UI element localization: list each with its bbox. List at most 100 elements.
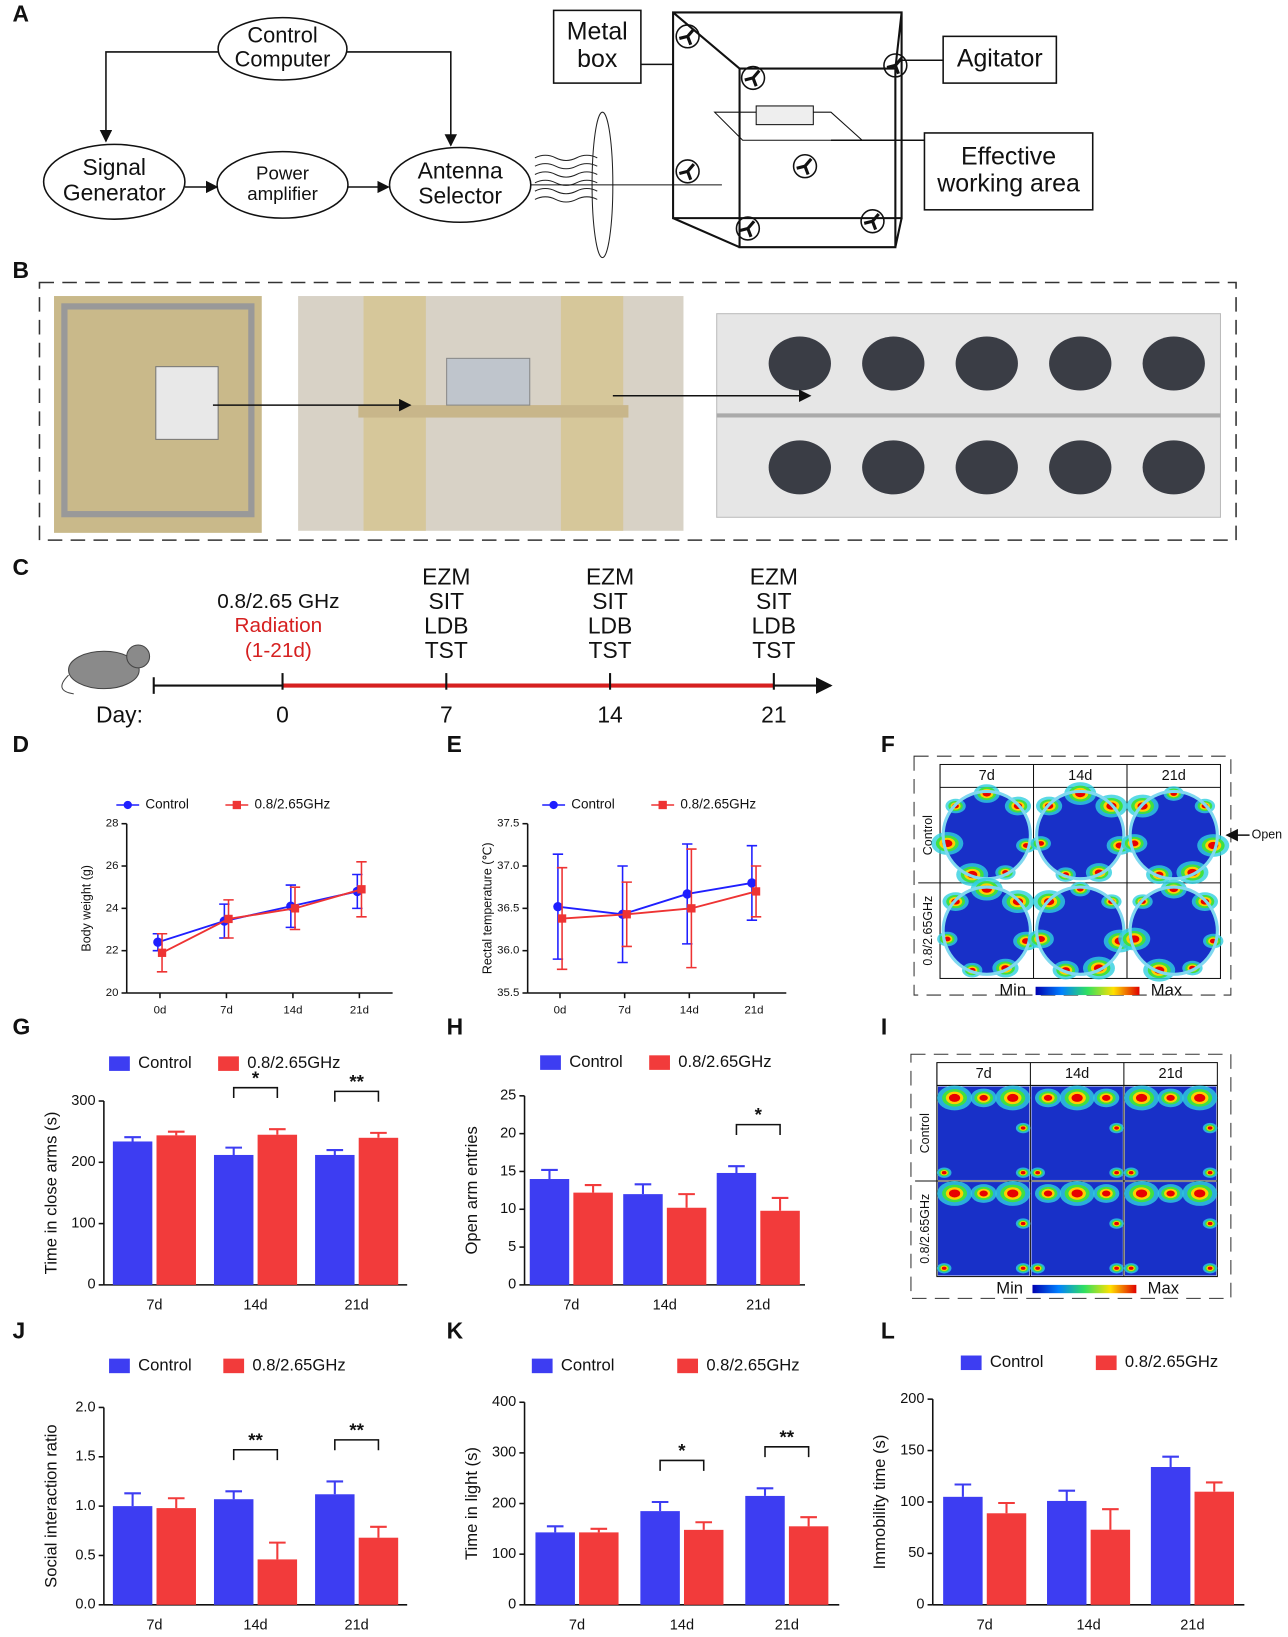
heat-blob <box>1207 1126 1213 1130</box>
heat-blob <box>1207 1221 1213 1226</box>
track-map <box>937 877 1040 978</box>
legend-label: 0.8/2.65GHz <box>252 1355 345 1374</box>
photo-mouse <box>768 336 831 391</box>
y-tick-label: 1.5 <box>75 1449 95 1465</box>
x-tick-label: 21d <box>744 1005 763 1017</box>
node-label: Antenna <box>418 157 503 183</box>
legend-marker <box>232 800 241 810</box>
scale-max: Max <box>1151 980 1183 999</box>
panel-label: J <box>12 1318 25 1344</box>
node-label: Effective <box>961 142 1056 170</box>
bar <box>529 1179 570 1285</box>
heat-blob <box>1114 1221 1119 1226</box>
bar <box>257 1134 298 1285</box>
row-label: Control <box>918 1113 932 1153</box>
bar <box>579 1532 619 1605</box>
heat-blob <box>948 1189 961 1198</box>
legend-swatch <box>223 1358 245 1374</box>
fan-blades <box>739 220 756 238</box>
bar <box>666 1207 707 1285</box>
node-label: Agitator <box>957 44 1043 72</box>
node-label: Selector <box>418 182 502 208</box>
test-label: TST <box>425 637 468 663</box>
error-bar <box>326 1480 344 1495</box>
node-label: box <box>577 45 618 73</box>
photo-frame <box>38 281 1237 541</box>
data-point <box>687 904 696 913</box>
significance-bracket <box>764 1446 810 1458</box>
fan-blades <box>678 28 696 46</box>
bar <box>358 1537 399 1605</box>
legend-label: Control <box>138 1053 192 1072</box>
arena-edge <box>1128 885 1219 976</box>
legend-swatch <box>540 1055 561 1070</box>
y-tick-label: 200 <box>71 1154 95 1170</box>
x-tick-label: 21d <box>344 1617 368 1633</box>
bar <box>683 1529 724 1605</box>
error-bar <box>124 1492 141 1507</box>
wave <box>534 154 598 161</box>
error-bar <box>634 1183 652 1195</box>
panel-label: I <box>881 1013 887 1039</box>
heat-blob <box>1020 1126 1026 1130</box>
panel-label: L <box>881 1318 895 1344</box>
row-label: 0.8/2.65GHz <box>918 1194 932 1264</box>
test-label: TST <box>588 637 631 663</box>
wave <box>534 163 598 170</box>
bar <box>716 1172 757 1285</box>
significance-label: * <box>755 1104 763 1125</box>
period-label: (1-21d) <box>245 639 312 662</box>
y-tick-label: 15 <box>500 1163 516 1179</box>
y-tick-label: 20 <box>500 1125 516 1141</box>
legend-label: Control <box>571 797 615 812</box>
significance-label: * <box>252 1067 260 1088</box>
error-bar <box>546 1525 564 1533</box>
agitator-fan <box>675 159 700 184</box>
row-label: 0.8/2.65GHz <box>921 896 935 966</box>
legend-label: Control <box>569 1052 623 1071</box>
heat-blob <box>941 1266 947 1270</box>
track-map <box>1121 786 1230 884</box>
heat-blob <box>1194 1093 1206 1102</box>
y-tick-label: 1.0 <box>75 1498 95 1514</box>
heat-blob <box>1207 1171 1213 1175</box>
legend-marker <box>123 800 132 810</box>
mouse-tail <box>61 674 74 695</box>
test-label: EZM <box>586 564 634 590</box>
x-tick-label: 0d <box>154 1005 167 1017</box>
bar <box>535 1532 575 1605</box>
agitator-fan <box>735 216 761 241</box>
y-tick-label: 37.5 <box>497 818 519 830</box>
legend-label: 0.8/2.65GHz <box>247 1053 340 1072</box>
column-label: 7d <box>979 768 995 784</box>
mouse-head <box>126 644 151 669</box>
x-tick-label: 14d <box>670 1617 694 1633</box>
photo-shelf <box>358 405 629 418</box>
x-tick-label: 0d <box>554 1005 567 1017</box>
photo-mouse <box>1049 440 1112 495</box>
scale-max: Max <box>1148 1278 1180 1297</box>
bar <box>213 1154 254 1285</box>
bar <box>257 1559 298 1605</box>
y-tick-label: 36.0 <box>497 945 519 957</box>
series-line <box>557 882 753 916</box>
error-bar <box>269 1128 286 1135</box>
test-label: LDB <box>588 612 632 638</box>
photo-device <box>155 366 219 440</box>
error-bar <box>771 1196 789 1211</box>
y-tick-label: 0 <box>508 1597 516 1613</box>
x-tick-label: 7d <box>618 1005 631 1017</box>
bar <box>156 1508 196 1605</box>
x-tick-label: 7d <box>569 1617 585 1633</box>
bar <box>623 1194 663 1285</box>
diagram-arrow <box>99 51 219 143</box>
x-tick-label: 14d <box>243 1617 267 1633</box>
x-tick-label: 7d <box>146 1617 162 1633</box>
error-bar <box>269 1541 286 1560</box>
heat-blob <box>979 1094 988 1101</box>
legend-label: Control <box>990 1352 1044 1371</box>
y-tick-label: 150 <box>900 1442 924 1458</box>
frequency-label: 0.8/2.65 GHz <box>217 590 339 613</box>
fan-blades <box>796 157 813 176</box>
bar <box>315 1154 355 1285</box>
